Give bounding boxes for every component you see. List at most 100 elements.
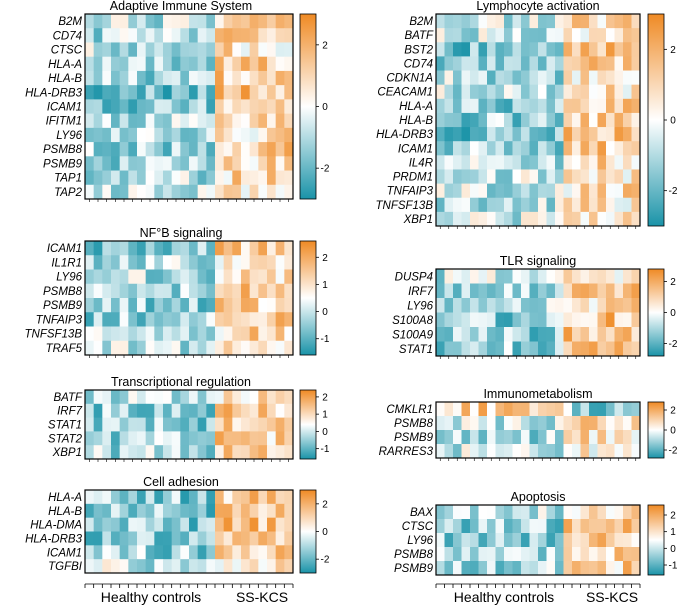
heatmap-cell [529,416,539,431]
heatmap-cell [197,298,207,313]
heatmap-cell [206,269,216,285]
heatmap-cell [154,142,164,157]
heatmap-cell [111,503,121,519]
heatmap-cell [128,503,138,519]
heatmap-cell [145,28,155,43]
heatmap-cell [614,505,624,520]
heatmap-cell [529,98,539,114]
row-label: HLA-DMA [30,520,82,532]
heatmap-cell [284,42,294,58]
heatmap-cell [284,269,294,285]
heatmap-cell [555,14,564,29]
heatmap-cell [512,505,522,520]
heatmap-cell [189,417,199,432]
heatmap-cell [215,170,225,186]
heatmap-cell [258,417,268,432]
heatmap-cell [241,56,251,72]
heatmap-cell [215,99,225,115]
heatmap-cell [538,14,547,29]
colorbar-tick-label: 2 [670,406,676,417]
heatmap-cell [521,533,530,548]
heatmap-cell [180,326,190,342]
heatmap-cell [563,561,573,576]
heatmap-cell [529,533,539,548]
heatmap-cell [154,56,164,72]
heatmap-cell [223,56,233,72]
heatmap-cell [436,327,445,342]
heatmap-cell [597,183,607,199]
heatmap-cell [555,84,564,100]
heatmap-cell [258,156,268,171]
panel-column-ticks [89,459,289,462]
heatmap-cell [521,312,530,328]
heatmap-cell [555,42,564,57]
heatmap-cell [180,283,190,299]
heatmap-cell [453,84,462,100]
heatmap-cell [436,28,445,43]
heatmap-cell [111,545,121,560]
heatmap-cell [495,70,505,86]
heatmap-cell [128,490,138,505]
heatmap-cell [189,559,199,574]
heatmap-cell [215,445,225,460]
heatmap-cell [275,517,285,532]
heatmap-cell [521,127,530,142]
heatmap-cell [623,341,632,357]
heatmap-cell [453,402,462,417]
heatmap-cell [145,545,155,560]
heatmap-cell [128,170,138,186]
heatmap-cell [85,283,95,299]
heatmap-cell [478,430,488,445]
heatmap-cell [267,99,277,115]
heatmap-cell [521,283,530,299]
heatmap-cell [538,56,547,71]
heatmap-cell [614,402,624,417]
heatmap-cell [495,298,505,313]
heatmap-cell [444,269,454,284]
heatmap-cell [241,283,251,299]
heatmap-cell [232,184,242,200]
heatmap-cell [512,112,522,128]
heatmap-cell [504,298,513,313]
heatmap-cell [487,547,496,562]
heatmap-cell [93,99,103,115]
heatmap-cell [529,155,539,170]
heatmap-cell [580,561,590,576]
heatmap-cell [436,533,445,548]
heatmap-cell [589,519,598,534]
heatmap-cell [137,85,147,100]
heatmap-cell [128,70,138,86]
heatmap-cell [85,298,95,313]
heatmap-cell [197,312,207,327]
heatmap-cell [163,127,173,143]
heatmap-cell [538,269,547,284]
heatmap-cell [102,312,112,327]
heatmap-cell [171,531,181,546]
heatmap-cell [580,141,590,156]
heatmap-cell [85,56,95,72]
heatmap-cell [241,156,251,171]
heatmap-cell [223,99,233,115]
heatmap-cell [154,283,164,299]
heatmap-cell [563,283,573,299]
row-label: HLA-B [48,73,82,85]
heatmap-cell [461,169,471,184]
heatmap-cell [470,312,479,328]
heatmap-cell [85,417,95,432]
heatmap-cell [538,283,547,299]
heatmap-cell [614,519,624,534]
row-label: ICAM1 [47,102,82,114]
heatmap-cell [461,341,471,357]
heatmap-cell [436,547,445,562]
heatmap-cell [606,430,615,445]
heatmap-cell [275,170,285,186]
heatmap-cell [137,326,147,342]
heatmap-cell [241,70,251,86]
heatmap-cell [521,327,530,342]
heatmap-cell [215,490,225,505]
heatmap-cell [504,341,513,357]
row-label: CD74 [404,58,433,70]
heatmap-cell [444,183,454,199]
heatmap-cell [241,127,251,143]
row-label: LY96 [56,130,82,142]
